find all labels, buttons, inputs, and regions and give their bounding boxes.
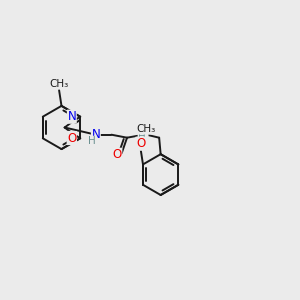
Text: O: O (67, 131, 76, 145)
Text: N: N (139, 123, 148, 136)
Text: O: O (136, 137, 145, 150)
Text: N: N (92, 128, 100, 141)
Text: CH₃: CH₃ (50, 79, 69, 89)
Text: O: O (112, 148, 122, 161)
Text: H: H (138, 131, 146, 142)
Text: H: H (88, 136, 96, 146)
Text: N: N (68, 110, 76, 123)
Text: CH₃: CH₃ (136, 124, 156, 134)
